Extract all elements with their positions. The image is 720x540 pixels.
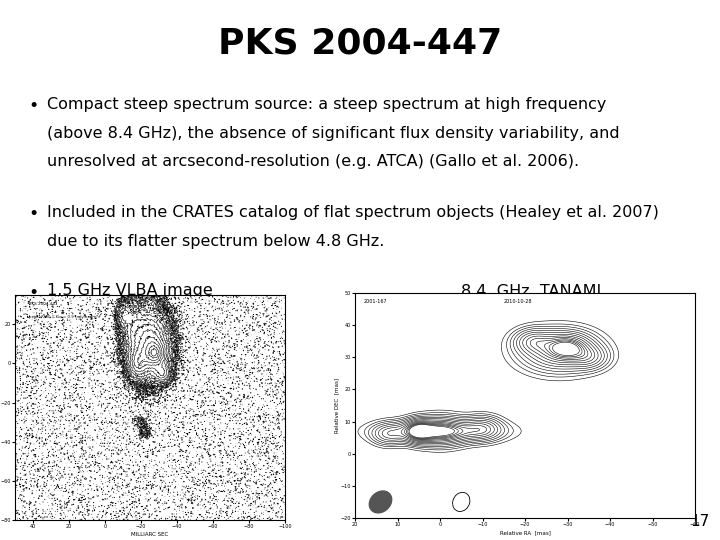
- Ellipse shape: [369, 491, 392, 513]
- Text: PKS 2004-447: PKS 2004-447: [30, 302, 58, 306]
- Text: PKS 2004-447: PKS 2004-447: [218, 27, 502, 61]
- X-axis label: MILLIARC SEC: MILLIARC SEC: [131, 532, 168, 537]
- Text: unresolved at arcsecond-resolution (e.g. ATCA) (Gallo et al. 2006).: unresolved at arcsecond-resolution (e.g.…: [47, 154, 579, 169]
- Text: Included in the CRATES catalog of flat spectrum objects (Healey et al. 2007): Included in the CRATES catalog of flat s…: [47, 205, 659, 220]
- X-axis label: Relative RA  [mas]: Relative RA [mas]: [500, 530, 550, 535]
- Text: Compact steep spectrum source: a steep spectrum at high frequency: Compact steep spectrum source: a steep s…: [47, 97, 606, 112]
- Text: •: •: [29, 205, 39, 223]
- Text: •: •: [29, 97, 39, 115]
- Text: 8.4  GHz  TANAMI: 8.4 GHz TANAMI: [461, 284, 601, 299]
- Text: (Orienti et al. 2013): (Orienti et al. 2013): [47, 340, 205, 355]
- Y-axis label: Relative DEC  [mas]: Relative DEC [mas]: [334, 378, 339, 433]
- Text: 2010-10-28: 2010-10-28: [504, 299, 532, 303]
- Text: A: A: [105, 350, 109, 355]
- Text: C: C: [138, 366, 141, 370]
- Text: peak= 200.1; 1σ = 0.9 (mJy/beam): peak= 200.1; 1σ = 0.9 (mJy/beam): [30, 315, 98, 320]
- Text: 1.5 GHz VLBA image: 1.5 GHz VLBA image: [47, 284, 212, 299]
- Text: 2001-167: 2001-167: [364, 299, 387, 303]
- Text: B: B: [132, 418, 135, 423]
- Text: image  (Schulz+16): image (Schulz+16): [47, 312, 206, 327]
- Text: 17: 17: [690, 514, 709, 529]
- Text: (above 8.4 GHz), the absence of significant flux density variability, and: (above 8.4 GHz), the absence of signific…: [47, 126, 619, 140]
- Text: •: •: [29, 284, 39, 301]
- Text: due to its flatter spectrum below 4.8 GHz.: due to its flatter spectrum below 4.8 GH…: [47, 234, 384, 248]
